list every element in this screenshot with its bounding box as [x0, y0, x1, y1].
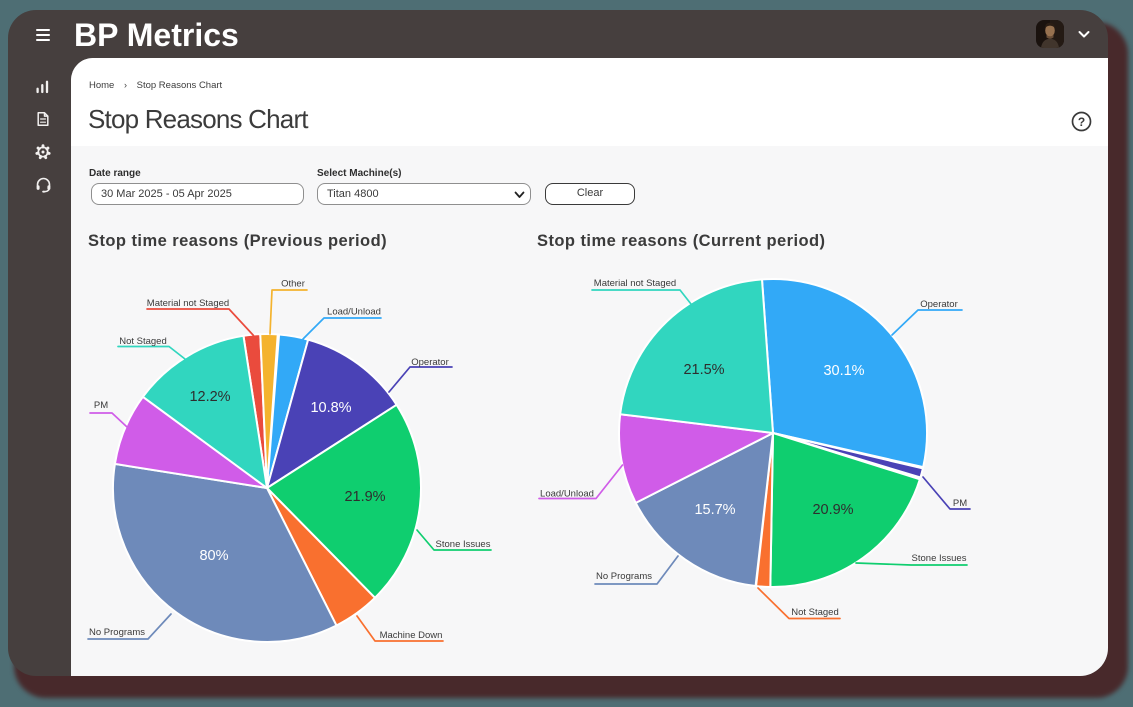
svg-text:?: ?: [1078, 115, 1085, 129]
